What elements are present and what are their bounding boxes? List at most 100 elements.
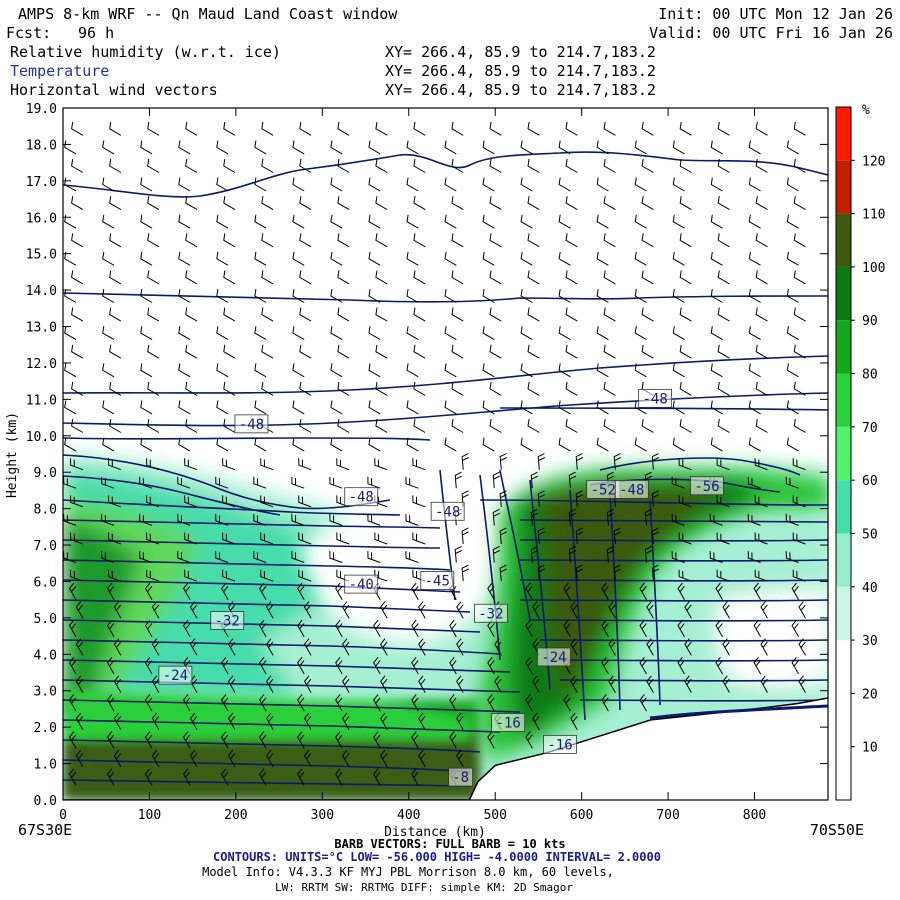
- wind-barb: [639, 694, 647, 712]
- wind-barb: [261, 233, 274, 248]
- wind-barb: [75, 675, 84, 693]
- wind-barb: [215, 476, 229, 489]
- wind-barb: [575, 527, 584, 545]
- colorbar-unit: %: [862, 103, 870, 118]
- wind-barb: [299, 158, 312, 173]
- wind-barb: [337, 307, 350, 322]
- wind-barb: [684, 601, 692, 619]
- wind-barb: [151, 638, 160, 656]
- wind-barb: [520, 437, 533, 452]
- wind-barb: [672, 363, 685, 378]
- wind-barb: [291, 513, 305, 526]
- wind-barb: [634, 400, 647, 415]
- wind-barb: [672, 326, 685, 341]
- wind-barb: [793, 270, 806, 285]
- wind-barb: [70, 495, 84, 508]
- wind-barb: [298, 495, 312, 508]
- field-temp-name: Temperature: [10, 62, 109, 80]
- wind-barb: [109, 419, 122, 433]
- wind-barb: [684, 675, 692, 693]
- wind-barb: [223, 344, 236, 359]
- y-tick-label: 11.0: [26, 393, 57, 408]
- wind-barb: [113, 638, 122, 656]
- wind-barb: [380, 675, 388, 693]
- wind-barb: [520, 140, 533, 155]
- wind-barb: [527, 270, 540, 285]
- wind-barb: [639, 619, 647, 638]
- y-tick-label: 8.0: [34, 503, 57, 518]
- wind-barb: [297, 619, 305, 638]
- colorbar-segment: [836, 533, 851, 587]
- wind-barb: [449, 694, 457, 712]
- wind-barb: [335, 768, 343, 786]
- wind-barb: [216, 289, 229, 303]
- wind-barb: [216, 400, 229, 415]
- wind-barb: [292, 400, 305, 415]
- contour-label: -48: [430, 501, 465, 521]
- wind-barb: [261, 121, 274, 136]
- wind-barb: [71, 233, 84, 248]
- wind-barb: [785, 551, 799, 563]
- wind-barb: [330, 251, 343, 266]
- wind-barb: [341, 749, 350, 768]
- wind-barb: [253, 476, 267, 489]
- wind-barb: [444, 363, 457, 378]
- colorbar-level-label: 90: [862, 314, 878, 329]
- wind-barb: [411, 731, 419, 749]
- wind-barb: [406, 363, 419, 378]
- y-tick-label: 13.0: [26, 321, 57, 336]
- wind-barb: [634, 214, 647, 229]
- wind-barb: [451, 158, 464, 173]
- contour-label: -45: [420, 571, 455, 590]
- wind-barb: [537, 490, 546, 507]
- wind-barb: [64, 400, 77, 415]
- wind-barb: [368, 214, 381, 229]
- wind-barb: [639, 582, 647, 600]
- wind-barb: [644, 546, 653, 563]
- wind-barb: [679, 158, 692, 173]
- wind-barb: [482, 214, 495, 229]
- wind-barb: [565, 344, 578, 359]
- wind-barb: [530, 508, 539, 526]
- wind-barb: [747, 476, 761, 489]
- wind-barb: [292, 177, 305, 192]
- wind-barb: [525, 619, 533, 638]
- wind-barb: [140, 214, 153, 229]
- wind-barb: [299, 233, 312, 248]
- wind-barb: [568, 471, 577, 489]
- wind-barb: [449, 731, 457, 749]
- wind-barb: [755, 196, 768, 211]
- wind-barb: [451, 196, 464, 211]
- wind-barb: [563, 694, 571, 712]
- wind-barb: [144, 731, 153, 749]
- wind-barb: [793, 121, 806, 136]
- colorbar-level-label: 10: [862, 741, 878, 756]
- colorbar-segment: [836, 586, 851, 641]
- temperature-contours: [63, 151, 828, 787]
- wind-barb: [461, 527, 469, 545]
- wind-barb: [330, 177, 343, 192]
- wind-barb: [596, 251, 609, 266]
- wind-barb: [449, 619, 457, 638]
- wind-barb: [454, 546, 463, 563]
- wind-barb: [411, 694, 419, 712]
- wind-barb: [596, 140, 609, 155]
- wind-barb: [227, 675, 236, 693]
- wind-barb: [760, 601, 768, 619]
- wind-barb: [178, 140, 191, 155]
- wind-barb: [75, 749, 84, 768]
- wind-barb: [215, 551, 229, 563]
- wind-barb: [113, 675, 122, 693]
- wind-barb: [601, 656, 609, 675]
- wind-barb: [678, 495, 692, 508]
- wind-barb: [487, 694, 495, 712]
- y-tick-label: 9.0: [34, 466, 57, 481]
- wind-barb: [634, 177, 647, 192]
- wind-barb: [606, 546, 615, 563]
- wind-barb: [603, 233, 616, 248]
- wind-barb: [793, 381, 806, 396]
- wind-barb: [603, 344, 616, 359]
- valid-time: Valid: 00 UTC Fri 16 Jan 26: [649, 24, 893, 42]
- wind-barb: [258, 768, 267, 786]
- wind-barb: [63, 513, 77, 526]
